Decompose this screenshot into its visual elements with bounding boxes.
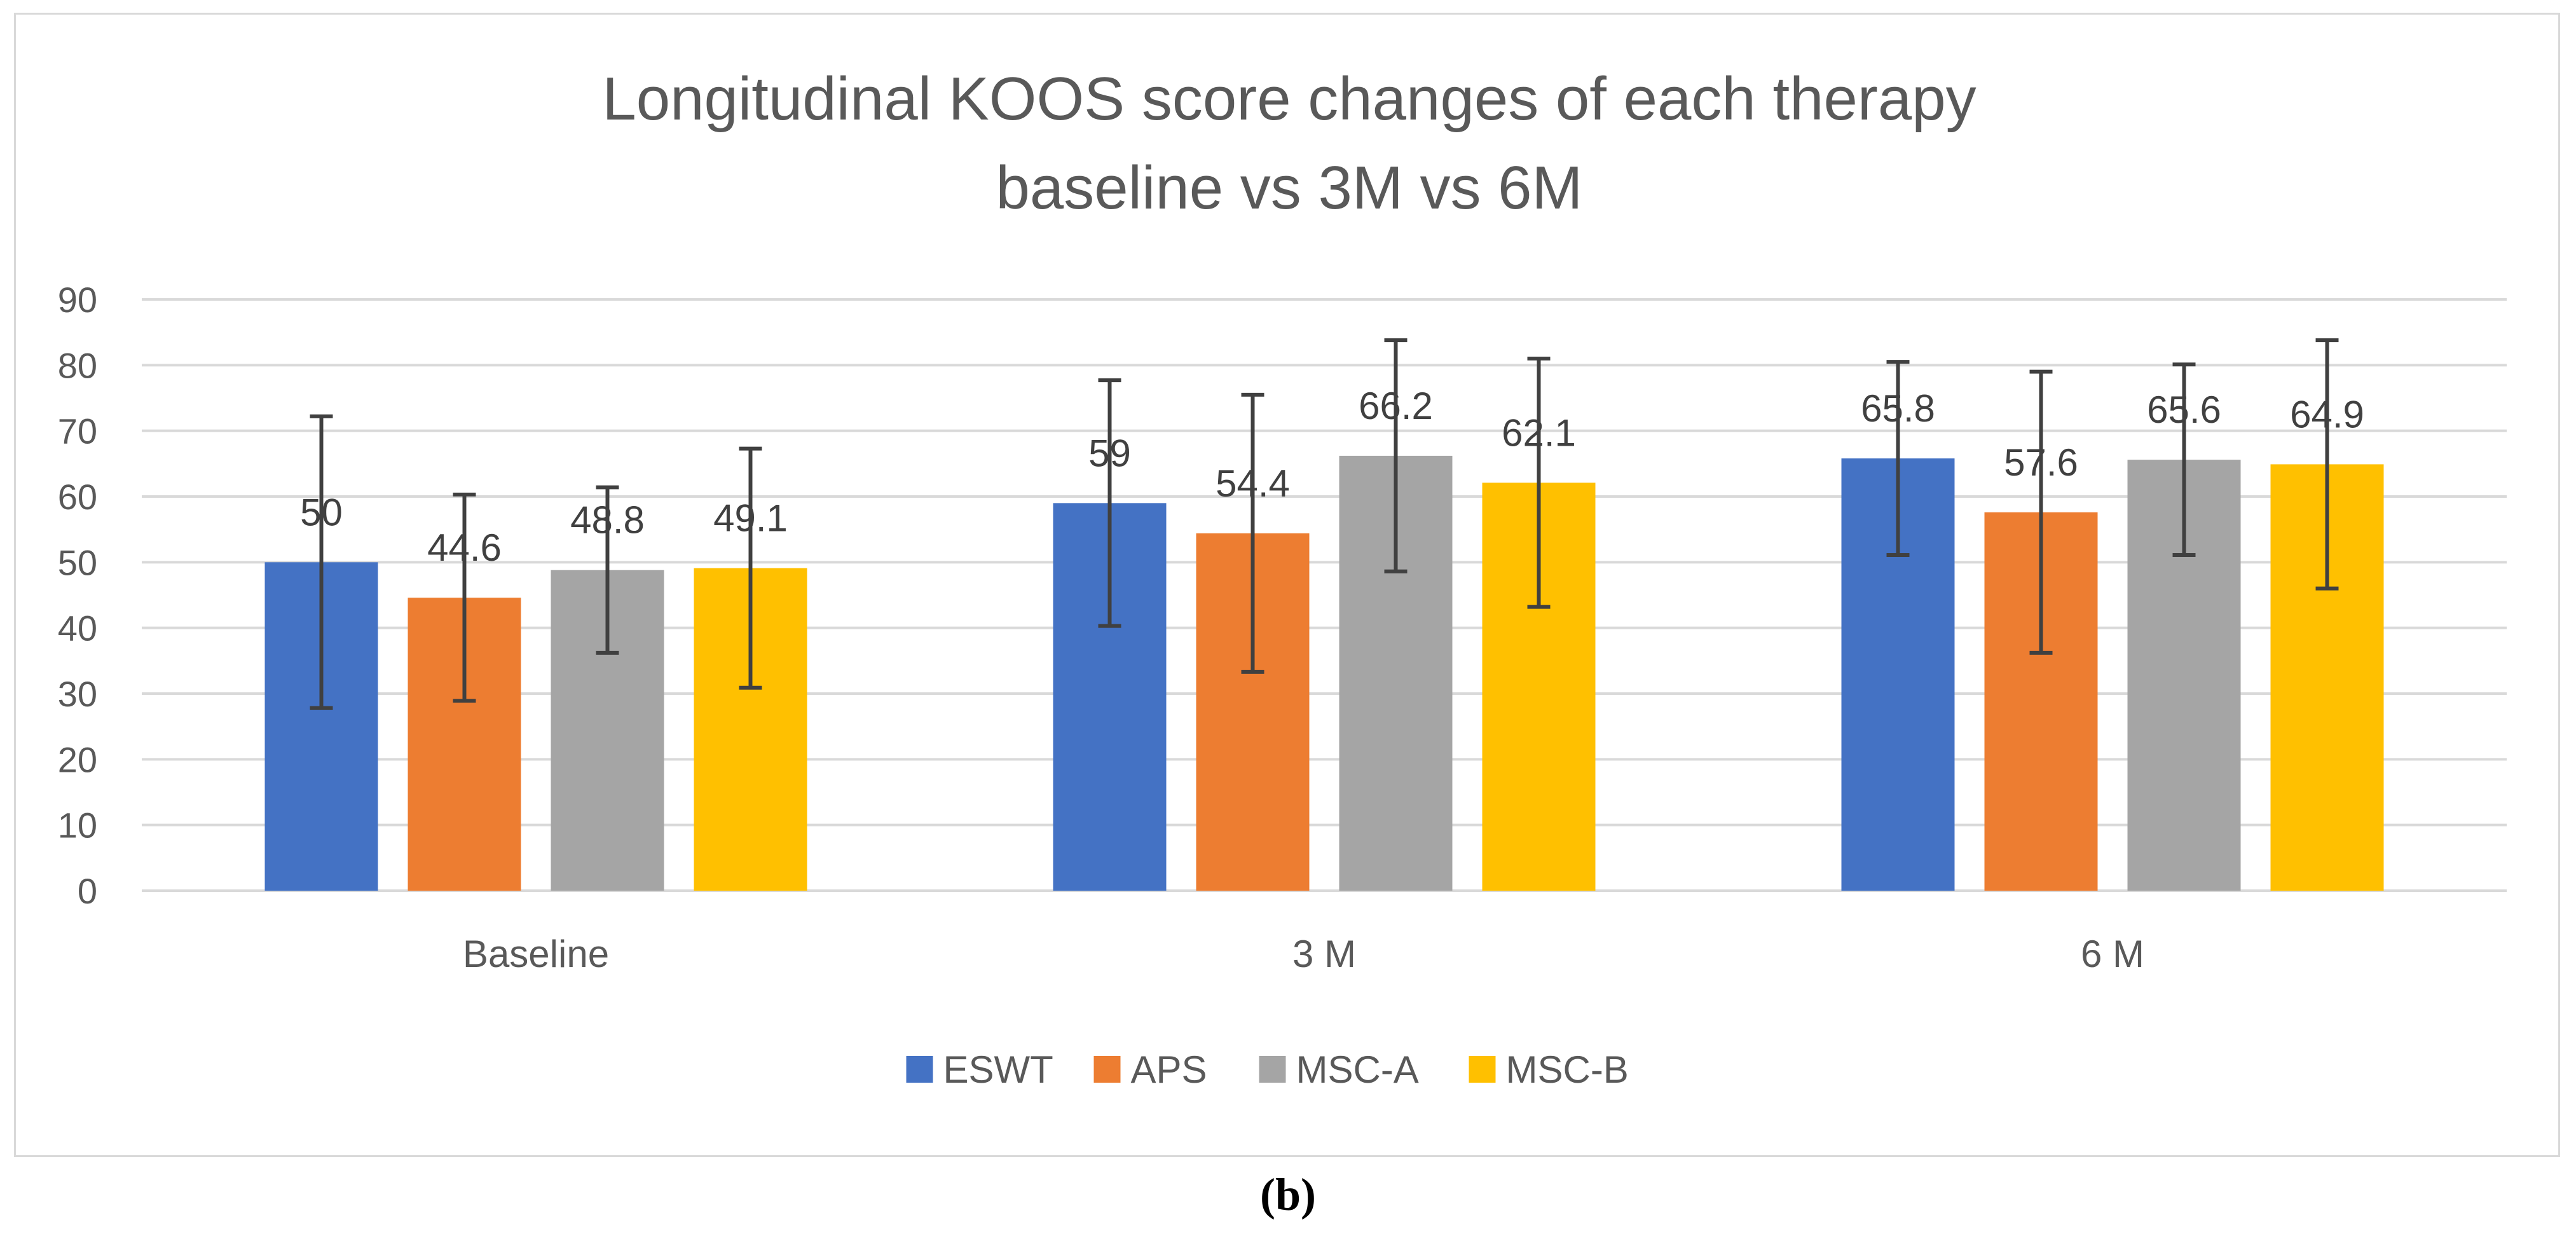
x-category-label: Baseline [463,933,609,975]
gridlines [142,298,2507,892]
data-label: 59 [1088,432,1131,474]
data-label: 50 [300,491,343,533]
chart-title: Longitudinal KOOS score changes of each … [602,65,1976,222]
legend-swatch [1093,1056,1121,1083]
data-labels: 50 44.6 48.8 49.1 59 54.4 66.2 62.1 65.8 57.6 65.6… [300,385,2364,569]
chart-title-line: Longitudinal KOOS score changes of each … [602,65,1976,133]
y-tick-label: 90 [58,280,97,320]
y-tick-label: 70 [58,411,97,451]
data-label: 65.8 [1861,387,1935,430]
figure-caption: (b) [1260,1169,1316,1220]
y-tick-label: 80 [58,345,97,385]
x-category-label: 3 M [1292,933,1356,975]
data-label: 62.1 [1502,411,1576,454]
y-tick-label: 40 [58,608,97,648]
data-label: 66.2 [1359,385,1433,427]
data-label: 44.6 [427,526,502,569]
legend-swatch [1469,1056,1496,1083]
error-bars [310,338,2339,710]
y-tick-label: 30 [58,674,97,714]
legend-label: MSC-A [1296,1048,1419,1091]
data-label: 54.4 [1216,462,1290,505]
chart-title-line: baseline vs 3M vs 6M [996,154,1582,222]
legend-swatch [906,1056,933,1083]
y-tick-label: 60 [58,477,97,517]
data-label: 49.1 [713,497,788,540]
chart-frame: Longitudinal KOOS score changes of each … [14,13,2560,1157]
y-tick-label: 20 [58,739,97,779]
legend-swatch [1259,1056,1286,1083]
data-label: 64.9 [2290,393,2364,435]
bar-chart: Longitudinal KOOS score changes of each … [58,65,2507,1091]
y-axis-ticks: 0 10 20 30 40 50 60 70 80 90 [58,280,97,911]
x-category-label: 6 M [2081,933,2144,975]
data-label: 65.6 [2147,388,2221,431]
legend-label: MSC-B [1506,1048,1629,1091]
data-label: 57.6 [2004,441,2078,484]
x-axis-categories: Baseline 3 M 6 M [463,933,2144,975]
legend-label: APS [1131,1048,1207,1091]
y-tick-label: 50 [58,542,97,582]
y-tick-label: 10 [58,806,97,846]
y-tick-label: 0 [78,871,97,911]
data-label: 48.8 [570,499,645,542]
legend: ESWT APS MSC-A MSC-B [906,1048,1629,1091]
legend-label: ESWT [943,1048,1053,1091]
